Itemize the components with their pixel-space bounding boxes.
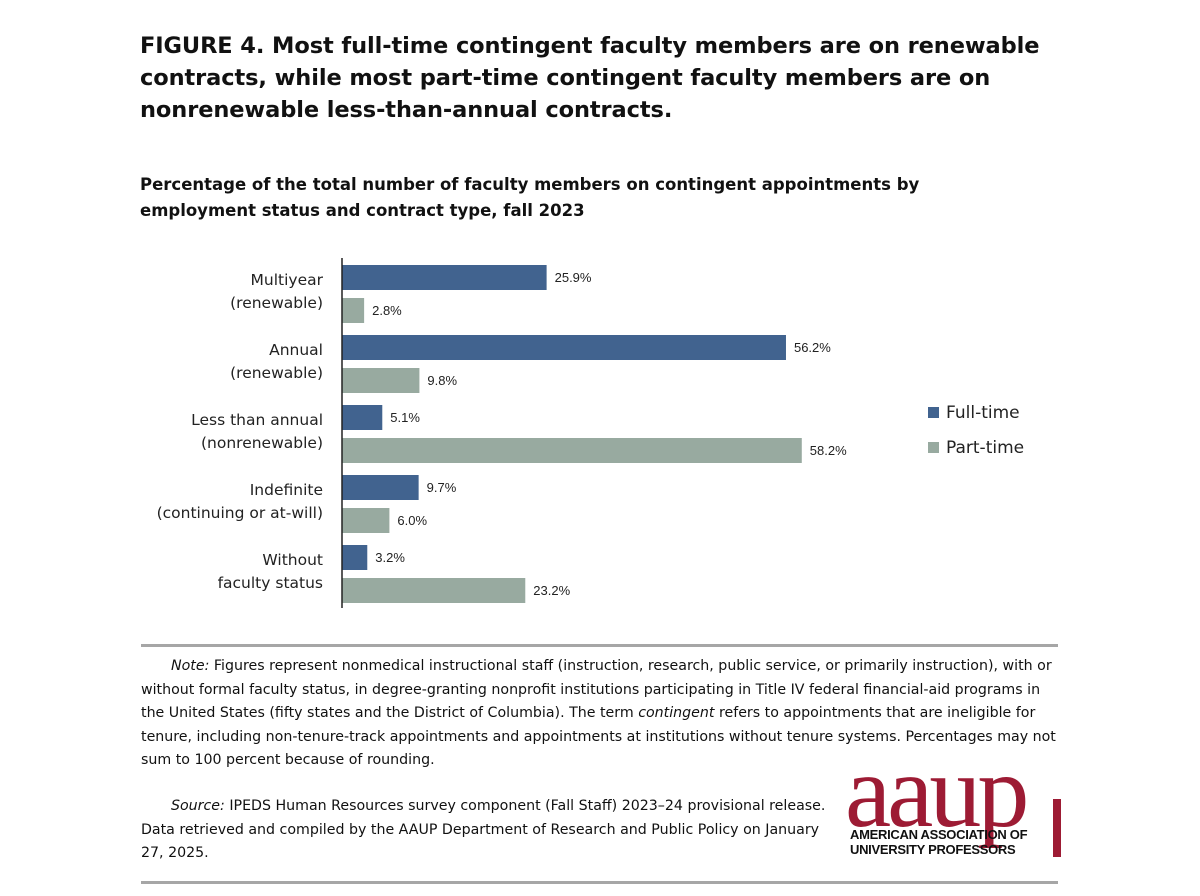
category-label-3-0: Indefinite <box>250 481 323 499</box>
value-label-part-time-1: 9.8% <box>427 373 457 388</box>
legend-swatch-full-time <box>928 407 939 418</box>
logo-line1: AMERICAN ASSOCIATION OF <box>850 827 1028 842</box>
value-label-full-time-3: 9.7% <box>427 480 457 495</box>
value-label-part-time-3: 6.0% <box>397 513 427 528</box>
bar-full-time-3 <box>342 475 419 500</box>
category-label-0-0: Multiyear <box>251 271 324 289</box>
value-label-part-time-4: 23.2% <box>533 583 570 598</box>
chart-subtitle: Percentage of the total number of facult… <box>140 175 920 220</box>
note-lead: Note: <box>171 658 210 674</box>
value-label-part-time-0: 2.8% <box>372 303 402 318</box>
value-label-full-time-2: 5.1% <box>390 410 420 425</box>
legend-label-full-time: Full-time <box>946 403 1020 423</box>
category-label-4-0: Without <box>262 551 323 569</box>
bottom-divider <box>141 881 1058 884</box>
logo-bar <box>1053 799 1061 857</box>
bar-part-time-0 <box>342 298 365 323</box>
category-label-1-1: (renewable) <box>230 364 323 382</box>
category-label-3-1: (continuing or at-will) <box>157 504 323 522</box>
bar-full-time-0 <box>342 265 547 290</box>
bar-part-time-2 <box>342 438 802 463</box>
figure-title: FIGURE 4. Most full-time contingent facu… <box>140 33 1040 123</box>
bar-full-time-4 <box>342 545 368 570</box>
category-label-4-1: faculty status <box>218 574 323 592</box>
logo-subtitle: AMERICAN ASSOCIATION OF UNIVERSITY PROFE… <box>850 827 1028 857</box>
source-text: IPEDS Human Resources survey component (… <box>141 798 826 861</box>
legend-label-part-time: Part-time <box>946 438 1024 458</box>
bar-part-time-3 <box>342 508 390 533</box>
note-term: contingent <box>638 705 715 721</box>
top-divider <box>141 644 1058 647</box>
logo-wordmark: aaup <box>845 734 1029 849</box>
source-lead: Source: <box>171 798 225 814</box>
value-label-full-time-4: 3.2% <box>375 550 405 565</box>
note-text-before: Figures represent nonmedical instruction… <box>141 658 1052 721</box>
logo-line2: UNIVERSITY PROFESSORS <box>850 842 1016 857</box>
category-label-1-0: Annual <box>269 341 323 359</box>
source-paragraph: Source: IPEDS Human Resources survey com… <box>141 795 841 866</box>
bar-chart: 25.9% 2.8% Multiyear (renewable) 56.2% 9.8% An… <box>157 258 1024 608</box>
category-label-2-1: (nonrenewable) <box>201 434 323 452</box>
note-paragraph: Note: Figures represent nonmedical instr… <box>141 655 1059 773</box>
note-text-after: refers to appointments that are ineligib… <box>141 705 1056 768</box>
value-label-part-time-2: 58.2% <box>810 443 847 458</box>
bar-full-time-1 <box>342 335 786 360</box>
aaup-logo: aaup AMERICAN ASSOCIATION OF UNIVERSITY … <box>845 737 1061 865</box>
value-label-full-time-1: 56.2% <box>794 340 831 355</box>
bar-full-time-2 <box>342 405 383 430</box>
category-label-0-1: (renewable) <box>230 294 323 312</box>
legend-swatch-part-time <box>928 442 939 453</box>
category-label-2-0: Less than annual <box>191 411 323 429</box>
value-label-full-time-0: 25.9% <box>555 270 592 285</box>
bar-part-time-4 <box>342 578 526 603</box>
bar-part-time-1 <box>342 368 420 393</box>
